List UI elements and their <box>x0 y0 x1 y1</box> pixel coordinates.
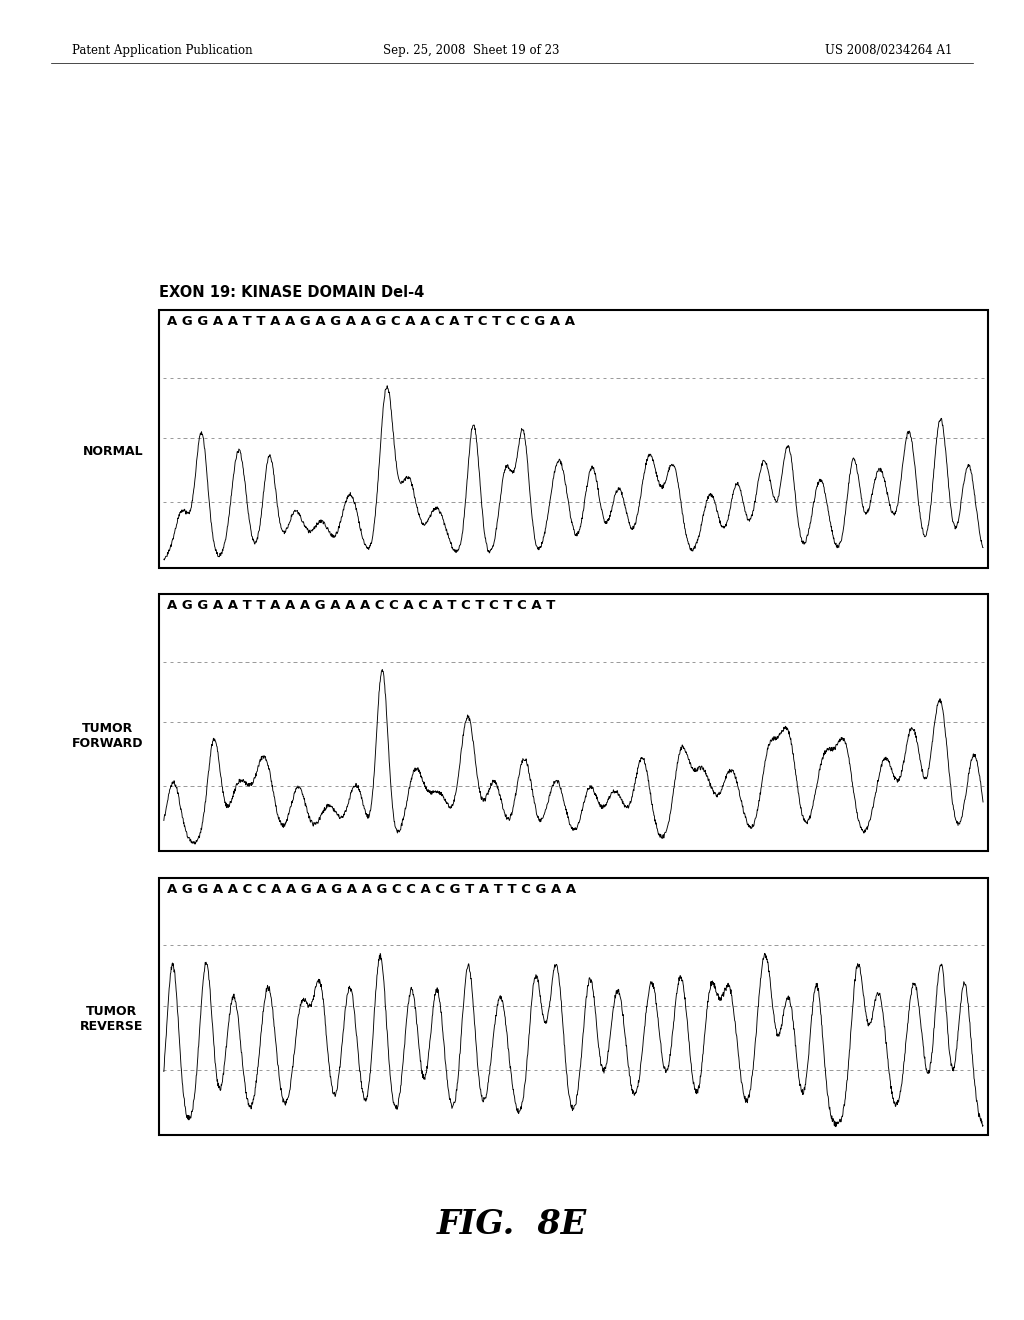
Text: EXON 19: KINASE DOMAIN Del-4: EXON 19: KINASE DOMAIN Del-4 <box>159 285 424 300</box>
Text: TUMOR
FORWARD: TUMOR FORWARD <box>72 722 143 750</box>
Bar <box>159 878 988 1135</box>
Text: Patent Application Publication: Patent Application Publication <box>72 44 252 57</box>
Text: US 2008/0234264 A1: US 2008/0234264 A1 <box>825 44 952 57</box>
Text: Sep. 25, 2008  Sheet 19 of 23: Sep. 25, 2008 Sheet 19 of 23 <box>383 44 559 57</box>
Text: FIG.  8E: FIG. 8E <box>437 1209 587 1241</box>
Bar <box>159 594 988 851</box>
Text: A G G A A C C A A G A G A A G C C A C G T A T T C G A A: A G G A A C C A A G A G A A G C C A C G … <box>167 883 577 896</box>
Bar <box>159 310 988 568</box>
Text: NORMAL: NORMAL <box>83 445 143 458</box>
Text: A G G A A T T A A G A G A A G C A A C A T C T C C G A A: A G G A A T T A A G A G A A G C A A C A … <box>167 315 574 329</box>
Bar <box>159 878 988 1135</box>
Text: TUMOR
REVERSE: TUMOR REVERSE <box>80 1006 143 1034</box>
Text: A G G A A T T A A A G A A A C C A C A T C T C T C A T: A G G A A T T A A A G A A A C C A C A T … <box>167 599 555 612</box>
Bar <box>159 310 988 568</box>
Bar <box>159 594 988 851</box>
